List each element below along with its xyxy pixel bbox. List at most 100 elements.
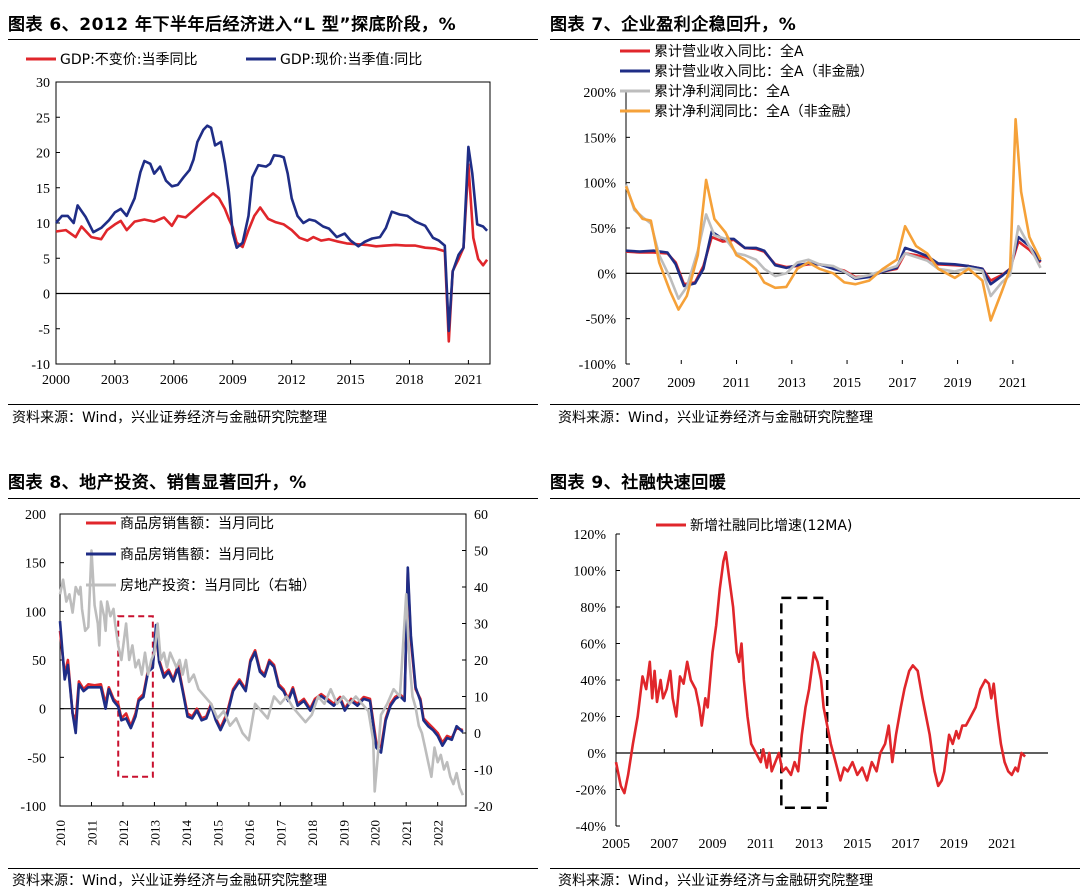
c6-ytick-label: 5 — [43, 252, 50, 267]
c9-ytick-label: 100% — [573, 565, 606, 580]
c6-xtick-label: 2012 — [278, 373, 306, 388]
c6-legend-label-1: GDP:现价:当季值:同比 — [280, 52, 422, 68]
panel-chart-8: 图表 8、地产投资、销售显著回升，% 200 150 100 50 0 -50 -100 60… — [8, 460, 538, 896]
c9-xtick-label: 2011 — [747, 837, 774, 852]
c7-xtick-label: 2007 — [612, 376, 640, 391]
c6-xtick-label: 2000 — [42, 373, 70, 388]
panel-chart-7: 图表 7、企业盈利企稳回升，% 200% 150% 100% 50% 0% -50% -10… — [550, 0, 1080, 440]
c7-xtick-label: 2011 — [723, 376, 750, 391]
c7-ytick-label: 200% — [583, 86, 616, 101]
c7-xtick-label: 2021 — [999, 376, 1027, 391]
c9-ytick-label: 40% — [580, 674, 606, 689]
c8-ytick-label: 100 — [25, 605, 46, 620]
c8-ytick-right-label: 10 — [474, 691, 488, 706]
c8-xtick-label: 2015 — [210, 820, 225, 846]
c9-legend-label-0: 新增社融同比增速(12MA) — [690, 518, 852, 534]
c6-series-0-line — [55, 163, 489, 343]
panel-chart-9: 图表 9、社融快速回暖 120% 100% 80% 60% 40% 20% 0% -20% -4… — [550, 460, 1080, 896]
c7-legend-label-1: 累计营业收入同比：全A（非金融） — [654, 63, 874, 80]
c7-xtick-label: 2013 — [778, 376, 806, 391]
c8-legend-label-2: 房地产投资：当月同比（右轴） — [120, 578, 316, 594]
chart-7-bottom-rule — [550, 404, 1080, 405]
c8-ytick-label: -100 — [20, 800, 46, 815]
c7-ytick-label: 0% — [597, 267, 616, 282]
c8-ytick-label: 150 — [25, 557, 46, 572]
chart-6-top-rule — [8, 39, 538, 40]
c8-ytick-right-label: -20 — [474, 800, 493, 815]
c6-xtick-label: 2018 — [395, 373, 423, 388]
c7-xtick-label: 2009 — [667, 376, 695, 391]
c7-series-1-line — [625, 230, 1042, 288]
c8-xtick-label: 2013 — [147, 820, 162, 846]
c7-series-3-line — [624, 117, 1042, 322]
c8-legend-label-1: 商品房销售额：当月同比 — [120, 547, 274, 563]
c6-xtick-label: 2009 — [219, 373, 247, 388]
chart-9-source: 资料来源：Wind，兴业证券经济与金融研究院整理 — [558, 873, 874, 889]
chart-6-title: 图表 6、2012 年下半年后经济进入“L 型”探底阶段，% — [8, 15, 457, 35]
c8-xtick-label: 2011 — [84, 820, 99, 846]
chart-6-source: 资料来源：Wind，兴业证券经济与金融研究院整理 — [12, 410, 328, 426]
c7-legend-label-3: 累计净利润同比：全A（非金融） — [654, 103, 860, 120]
c8-ytick-right-label: 60 — [474, 508, 488, 523]
c9-xtick-label: 2013 — [795, 837, 823, 852]
c8-ytick-label: 200 — [25, 508, 46, 523]
chart-7-source: 资料来源：Wind，兴业证券经济与金融研究院整理 — [558, 410, 874, 426]
c8-ytick-right-label: -10 — [474, 764, 493, 779]
c6-ytick-label: 10 — [36, 217, 50, 232]
c9-ytick-label: 0% — [587, 747, 606, 762]
c8-ytick-right-label: 30 — [474, 618, 488, 633]
c9-series-0-line — [614, 551, 1027, 795]
c8-xtick-label: 2020 — [368, 820, 383, 846]
chart-7-svg: 200% 150% 100% 50% 0% -50% -100% 2007 2009 2011 20… — [579, 43, 1046, 391]
c8-xtick-label: 2012 — [116, 820, 131, 846]
c9-xtick-label: 2005 — [602, 837, 630, 852]
c8-ytick-label: -50 — [27, 751, 46, 766]
c7-series-2-line — [624, 184, 1042, 300]
chart-9-top-rule — [550, 498, 1080, 499]
c8-xtick-label: 2019 — [336, 820, 351, 846]
c8-ytick-right-label: 40 — [474, 581, 488, 596]
c8-xtick-label: 2021 — [399, 820, 414, 846]
c6-ytick-label: 30 — [36, 76, 50, 91]
c8-xtick-label: 2022 — [431, 820, 446, 846]
c7-ytick-label: 50% — [590, 222, 616, 237]
c6-xtick-label: 2021 — [454, 373, 482, 388]
c9-highlight-box — [780, 596, 829, 809]
c7-ytick-label: 100% — [583, 177, 616, 192]
c7-xtick-label: 2017 — [888, 376, 916, 391]
chart-9-svg: 120% 100% 80% 60% 40% 20% 0% -20% -40% 2005 2007 20… — [573, 518, 1048, 852]
c8-highlight-box — [117, 615, 154, 778]
chart-6-bottom-rule — [8, 404, 538, 405]
chart-8-svg: 200150100500-50-1006050403020100-10-2020… — [20, 508, 493, 846]
chart-9-title: 图表 9、社融快速回暖 — [550, 473, 727, 493]
c6-ytick-label: 20 — [36, 147, 50, 162]
c8-legend-label-0: 商品房销售额：当月同比 — [120, 516, 274, 532]
c9-ytick-label: 60% — [580, 638, 606, 653]
c7-ytick-label: 150% — [583, 131, 616, 146]
c6-legend-label-0: GDP:不变价:当季同比 — [60, 52, 198, 68]
c6-ytick-label: 0 — [43, 288, 50, 303]
c9-ytick-label: 120% — [573, 528, 606, 543]
c8-ytick-right-label: 20 — [474, 654, 488, 669]
c9-xtick-label: 2009 — [699, 837, 727, 852]
chart-8-bottom-rule — [8, 868, 538, 869]
c9-xtick-label: 2019 — [940, 837, 968, 852]
c8-series-2-line — [58, 549, 465, 796]
chart-8-top-rule — [8, 498, 538, 499]
c8-xtick-label: 2010 — [53, 820, 68, 846]
chart-8-title: 图表 8、地产投资、销售显著回升，% — [8, 473, 307, 493]
c8-ytick-label: 50 — [32, 654, 46, 669]
c7-xtick-label: 2019 — [944, 376, 972, 391]
c9-ytick-label: 80% — [580, 601, 606, 616]
c9-xtick-label: 2015 — [843, 837, 871, 852]
c8-ytick-label: 0 — [39, 703, 46, 718]
c8-ytick-right-label: 0 — [474, 727, 481, 742]
chart-9-bottom-rule — [550, 868, 1080, 869]
c6-xtick-label: 2003 — [101, 373, 129, 388]
chart-7-title: 图表 7、企业盈利企稳回升，% — [550, 15, 797, 35]
c8-xtick-label: 2018 — [305, 820, 320, 846]
c7-xtick-label: 2015 — [833, 376, 861, 391]
c9-xtick-label: 2021 — [988, 837, 1016, 852]
c9-ytick-label: 20% — [580, 711, 606, 726]
